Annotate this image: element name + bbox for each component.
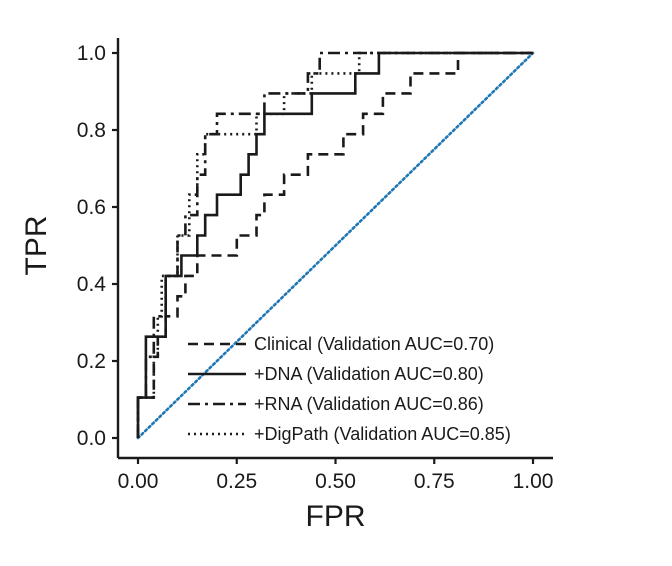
roc-curve-dashdot [136, 51, 533, 438]
x-axis-title: FPR [306, 500, 366, 533]
legend-label: +DigPath (Validation AUC=0.85) [254, 424, 511, 444]
y-tick-label: 0.4 [77, 273, 107, 296]
y-tick-label: 0.8 [77, 119, 106, 142]
y-tick-label: 1.0 [77, 42, 106, 65]
y-tick-label: 0.2 [77, 350, 106, 373]
legend-label: +DNA (Validation AUC=0.80) [254, 364, 484, 384]
roc-curve-dashed [136, 51, 533, 438]
x-tick-label: 0.00 [118, 470, 159, 493]
legend-label: Clinical (Validation AUC=0.70) [254, 334, 494, 354]
x-tick-label: 1.00 [513, 470, 554, 493]
x-tick-label: 0.50 [315, 470, 356, 493]
y-axis-title: TPR [20, 216, 53, 276]
x-tick-label: 0.25 [216, 470, 257, 493]
y-tick-label: 0.0 [77, 427, 106, 450]
legend-label: +RNA (Validation AUC=0.86) [254, 394, 484, 414]
x-tick-label: 0.75 [414, 470, 455, 493]
y-tick-label: 0.6 [77, 196, 106, 219]
